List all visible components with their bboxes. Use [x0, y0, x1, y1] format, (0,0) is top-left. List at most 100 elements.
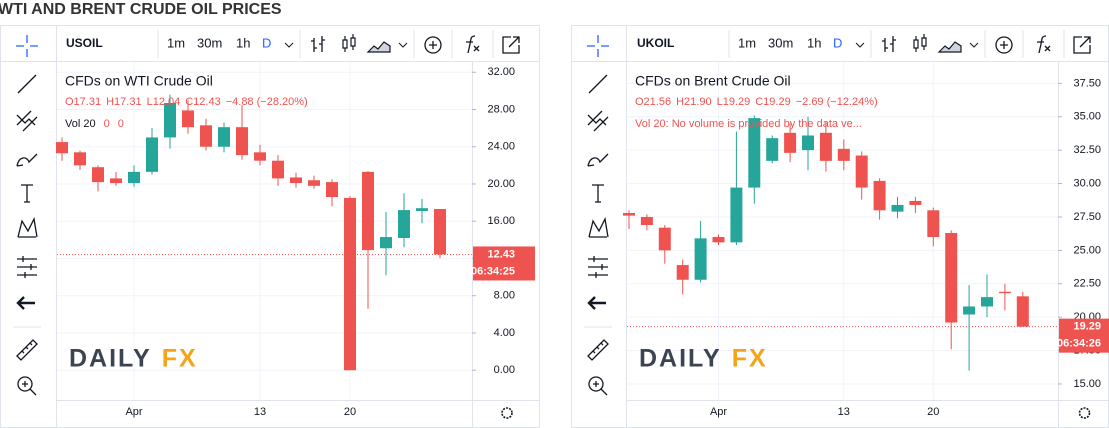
- y-tick-label: 0.00: [494, 364, 515, 376]
- tool-ruler[interactable]: [587, 339, 609, 361]
- volume-legend: Vol 20: No volume is provided by the dat…: [635, 118, 862, 130]
- candle-body: [658, 227, 671, 251]
- tool-pattern[interactable]: [17, 216, 38, 238]
- settings-button[interactable]: [1078, 407, 1091, 419]
- y-tick-label: 22.50: [1073, 278, 1101, 290]
- candle-body: [182, 110, 194, 128]
- candle-body: [676, 265, 689, 280]
- candle-body: [434, 209, 446, 255]
- tool-crosshair[interactable]: [16, 35, 38, 57]
- chart-style-area[interactable]: [937, 41, 962, 53]
- x-tick-label: 13: [254, 406, 266, 418]
- candle-body: [927, 210, 940, 238]
- compare-button[interactable]: [995, 36, 1013, 54]
- candle-body: [855, 155, 868, 188]
- tool-prediction[interactable]: [17, 256, 37, 278]
- x-tick-label: Apr: [710, 406, 727, 418]
- watermark: DAILY: [639, 345, 722, 373]
- candle-body: [56, 142, 68, 154]
- chart-style-bars[interactable]: [311, 36, 325, 52]
- candle-body: [766, 138, 779, 161]
- ohlc-legend: C19.29: [755, 96, 790, 108]
- tool-back[interactable]: [587, 296, 606, 310]
- volume-legend: Vol 20: [65, 118, 96, 130]
- interval-button[interactable]: D: [833, 35, 842, 50]
- chart-style-candles[interactable]: [913, 34, 927, 52]
- page-title: WTI AND BRENT CRUDE OIL PRICES: [0, 1, 282, 18]
- chart-style-candles[interactable]: [342, 34, 356, 52]
- candle-body: [110, 178, 122, 184]
- candle-body: [819, 132, 832, 161]
- y-tick-label: 27.50: [1073, 211, 1101, 223]
- tool-ruler[interactable]: [16, 339, 38, 361]
- candle-body: [802, 135, 814, 151]
- candle-body: [326, 182, 338, 198]
- x-tick-label: 20: [344, 406, 356, 418]
- candle-body: [236, 127, 248, 156]
- panel-frame: [0, 25, 540, 428]
- interval-button[interactable]: 1h: [807, 35, 821, 50]
- indicators-button[interactable]: [1037, 35, 1051, 54]
- instrument-name: CFDs on WTI Crude Oil: [65, 73, 213, 89]
- candle-body: [748, 118, 761, 188]
- fullscreen-button[interactable]: [502, 36, 520, 54]
- candle-body: [398, 210, 410, 238]
- candle-body: [272, 160, 284, 179]
- instrument-name: CFDs on Brent Crude Oil: [635, 73, 791, 89]
- candle-body: [164, 102, 176, 138]
- tool-back[interactable]: [16, 296, 35, 310]
- tool-zoom-handle[interactable]: [593, 381, 608, 396]
- interval-dropdown[interactable]: [855, 42, 865, 48]
- interval-button[interactable]: 1h: [236, 35, 250, 50]
- x-tick-label: 13: [838, 406, 850, 418]
- interval-dropdown[interactable]: [284, 42, 294, 48]
- tool-text[interactable]: [592, 184, 604, 203]
- y-tick-label: 35.00: [1073, 111, 1101, 123]
- chart-style-dropdown[interactable]: [398, 42, 408, 48]
- candle-body: [998, 291, 1011, 294]
- tool-brush[interactable]: [587, 153, 609, 167]
- interval-button[interactable]: 1m: [167, 35, 185, 50]
- candle-body: [730, 187, 743, 243]
- tool-zoom[interactable]: [17, 376, 33, 392]
- candle-body: [254, 152, 266, 161]
- tool-zoom-handle[interactable]: [22, 381, 37, 396]
- chart-style-bars[interactable]: [882, 36, 896, 52]
- indicators-button[interactable]: [466, 35, 480, 54]
- tool-pattern[interactable]: [588, 216, 609, 238]
- countdown-label: 06:34:25: [471, 265, 515, 277]
- tool-zoom[interactable]: [588, 376, 604, 392]
- candle-body: [1016, 296, 1029, 327]
- tool-fib[interactable]: [587, 110, 609, 132]
- watermark: FX: [162, 345, 198, 373]
- interval-button[interactable]: 30m: [768, 35, 793, 50]
- countdown-label: 06:34:26: [1057, 338, 1101, 350]
- tool-prediction[interactable]: [588, 256, 608, 278]
- y-tick-label: 24.00: [487, 141, 515, 153]
- compare-button[interactable]: [424, 36, 442, 54]
- tool-text[interactable]: [21, 184, 33, 203]
- ohlc-legend: −2.69 (−12.24%): [796, 96, 878, 108]
- chart-style-dropdown[interactable]: [969, 42, 979, 48]
- interval-button[interactable]: 30m: [197, 35, 222, 50]
- interval-button[interactable]: D: [262, 35, 271, 50]
- tool-fib[interactable]: [16, 110, 38, 132]
- symbol[interactable]: UKOIL: [637, 36, 674, 50]
- last-price-label: 19.29: [1073, 321, 1101, 333]
- tool-brush[interactable]: [16, 153, 38, 167]
- candle-body: [74, 152, 86, 166]
- candle-body: [308, 180, 320, 186]
- ohlc-legend: O21.56: [635, 96, 671, 108]
- settings-button[interactable]: [501, 407, 513, 419]
- candle-body: [344, 197, 356, 371]
- last-price-box: [1059, 318, 1109, 353]
- interval-button[interactable]: 1m: [738, 35, 756, 50]
- tool-trendline[interactable]: [588, 74, 608, 94]
- candle-body: [290, 177, 302, 184]
- tool-trendline[interactable]: [17, 74, 37, 94]
- tool-crosshair[interactable]: [587, 35, 609, 57]
- symbol[interactable]: USOIL: [66, 36, 103, 50]
- chart-style-area[interactable]: [366, 41, 391, 53]
- fullscreen-button[interactable]: [1073, 36, 1091, 54]
